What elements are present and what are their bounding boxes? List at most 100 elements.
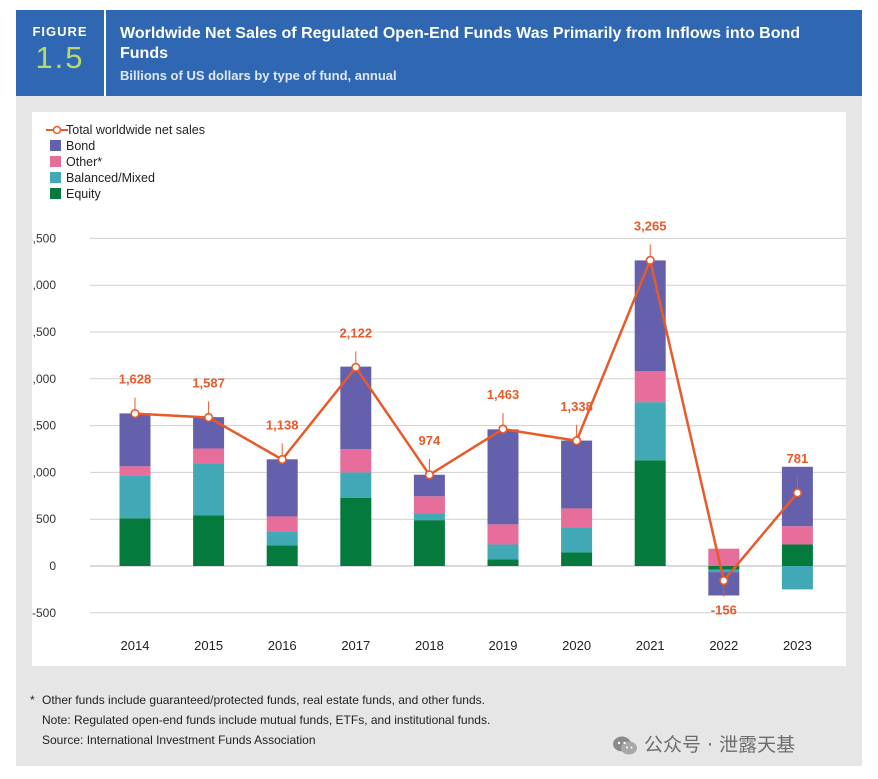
- total-data-label: 1,628: [119, 372, 152, 387]
- bar-other: [634, 371, 666, 403]
- y-tick-label: 1,500: [32, 419, 56, 433]
- figure-header: FIGURE 1.5 Worldwide Net Sales of Regula…: [16, 10, 862, 96]
- watermark: 公众号 · 泄露天基: [612, 730, 795, 757]
- bar-equity: [193, 515, 225, 566]
- x-tick-label: 2014: [121, 638, 150, 653]
- x-tick-label: 2022: [709, 638, 738, 653]
- bar-other: [487, 524, 519, 545]
- x-tick-label: 2017: [341, 638, 370, 653]
- bar-other: [413, 496, 445, 514]
- y-tick-label: 3,000: [32, 278, 56, 292]
- footnote-star: *: [30, 693, 35, 707]
- figure-label: FIGURE: [32, 24, 88, 39]
- legend: Total worldwide net sales Bond Other* Balan…: [46, 123, 205, 201]
- total-marker: [719, 576, 729, 586]
- bar-balanced-mixed: [413, 513, 445, 521]
- bar-equity: [119, 518, 151, 566]
- footnote-source: Source: International Investment Funds A…: [42, 733, 316, 747]
- bar-equity: [708, 566, 740, 570]
- y-tick-label: 2,000: [32, 372, 56, 386]
- legend-swatch: [50, 188, 61, 199]
- total-data-label: -156: [711, 603, 737, 618]
- y-tick-label: 0: [49, 559, 56, 573]
- bar-equity: [487, 559, 519, 566]
- legend-label: Other*: [66, 155, 102, 169]
- bar-other: [266, 516, 298, 532]
- bar-bond: [119, 413, 151, 467]
- watermark-text: 公众号 · 泄露天基: [644, 734, 796, 756]
- bar-equity: [781, 544, 813, 566]
- legend-swatch: [50, 172, 61, 183]
- bar-equity: [634, 460, 666, 566]
- total-marker: [792, 488, 803, 498]
- total-data-label: 1,338: [560, 399, 593, 414]
- total-data-label: 974: [419, 433, 441, 448]
- bar-balanced-mixed: [266, 531, 298, 546]
- bar-equity: [561, 552, 593, 566]
- x-tick-label: 2021: [636, 638, 665, 653]
- legend-marker-total: [52, 125, 62, 135]
- total-data-label: 781: [787, 451, 809, 466]
- total-marker: [351, 362, 361, 372]
- total-data-label: 2,122: [340, 325, 373, 340]
- x-tick-label: 2020: [562, 638, 591, 653]
- total-data-label: 1,463: [487, 387, 520, 402]
- wechat-icon: [613, 736, 637, 754]
- total-marker: [571, 436, 582, 446]
- total-data-label: 3,265: [634, 218, 667, 233]
- legend-swatch: [50, 140, 61, 151]
- total-marker: [645, 255, 655, 265]
- legend-label: Bond: [66, 139, 95, 153]
- footnote-other: * Other funds include guaranteed/protecte…: [30, 690, 490, 710]
- bar-other: [193, 448, 225, 464]
- bar-other: [119, 466, 151, 476]
- bar-balanced-mixed: [340, 472, 372, 498]
- total-line: [134, 259, 799, 582]
- bar-bond: [634, 260, 666, 372]
- bar-balanced-mixed: [561, 527, 593, 553]
- y-tick-label: 500: [36, 512, 56, 526]
- net-sales-chart: -500 0 500 1,000 1,500 2,000 2,500 3,000 3,500 20…: [32, 123, 846, 653]
- bar-bond: [561, 440, 593, 509]
- total-marker: [424, 470, 435, 480]
- total-marker: [204, 412, 214, 423]
- x-tick-label: 2015: [194, 638, 223, 653]
- y-tick-label: 2,500: [32, 325, 56, 339]
- y-tick-label: -500: [32, 606, 56, 620]
- legend-label: Balanced/Mixed: [66, 171, 155, 185]
- bar-equity: [413, 520, 445, 566]
- x-tick-label: 2023: [783, 638, 812, 653]
- figure-number: 1.5: [35, 40, 85, 75]
- bar-balanced-mixed: [781, 566, 813, 590]
- total-data-label: 1,138: [266, 417, 299, 432]
- bar-other: [781, 526, 813, 545]
- bar-balanced-mixed: [487, 544, 519, 560]
- bar-other: [561, 508, 593, 528]
- total-marker: [277, 454, 287, 465]
- y-tick-label: 3,500: [32, 231, 56, 245]
- chart-title: Worldwide Net Sales of Regulated Open-En…: [120, 25, 801, 62]
- bar-balanced-mixed: [708, 569, 740, 573]
- bar-balanced-mixed: [119, 475, 151, 519]
- figure-badge: FIGURE 1.5: [16, 10, 106, 96]
- legend-label-total: Total worldwide net sales: [66, 123, 205, 137]
- y-tick-label: 1,000: [32, 465, 56, 479]
- bar-bond: [266, 459, 298, 517]
- bar-bond: [413, 474, 445, 497]
- footnote-other-text: Other funds include guaranteed/protected…: [42, 693, 485, 707]
- bar-equity: [340, 497, 372, 566]
- bar-other: [708, 548, 740, 566]
- x-tick-label: 2018: [415, 638, 444, 653]
- footnote-note: Note: Regulated open-end funds include m…: [42, 713, 491, 727]
- bar-equity: [266, 545, 298, 566]
- bar-bond: [487, 429, 519, 525]
- bar-other: [340, 449, 372, 473]
- legend-swatch: [50, 156, 61, 167]
- total-marker: [130, 409, 140, 419]
- total-data-label: 1,587: [192, 375, 225, 390]
- bar-balanced-mixed: [634, 402, 666, 461]
- x-tick-label: 2016: [268, 638, 297, 653]
- footnotes: * Other funds include guaranteed/protecte…: [30, 690, 490, 750]
- x-tick-label: 2019: [489, 638, 518, 653]
- chart-subtitle: Billions of US dollars by type of fund, …: [120, 68, 397, 83]
